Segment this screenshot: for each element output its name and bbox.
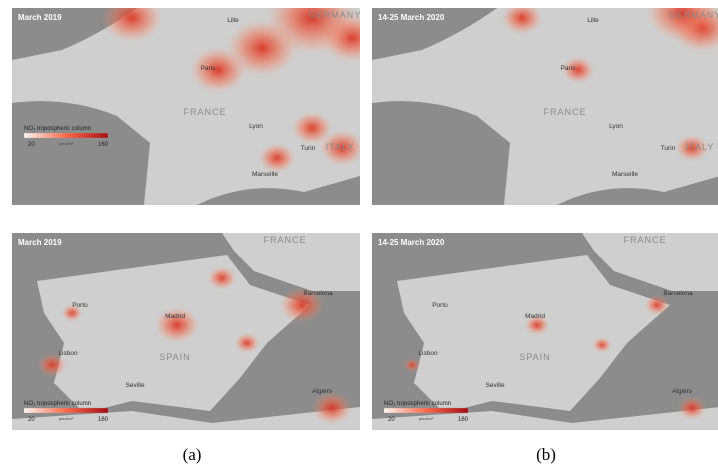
map-content: FRANCE Porto Madrid Barcelona Lisbon SPAIN Sev… xyxy=(372,233,718,430)
city-label: Porto xyxy=(432,302,448,309)
no2-hotspot xyxy=(502,2,542,34)
country-label: ITALY xyxy=(326,142,355,152)
city-label: Barcelona xyxy=(303,290,333,297)
map-panel: FRANCE Porto Madrid Barcelona Lisbon SPAIN Sev… xyxy=(12,233,360,430)
colorbar xyxy=(384,408,468,413)
caption: (a) xyxy=(183,445,202,464)
map-panel: FRANCE Porto Madrid Barcelona Lisbon SPAIN Sev… xyxy=(372,233,718,430)
caption: (b) xyxy=(536,445,556,464)
no2-hotspot xyxy=(227,20,297,76)
city-label: Marseille xyxy=(612,171,638,178)
country-label: FRANCE xyxy=(183,107,226,117)
city-label: Lille xyxy=(587,17,599,24)
city-label: Madrid xyxy=(525,313,545,320)
no2-hotspot xyxy=(593,338,611,352)
colorbar-title: NO₂ tropospheric column xyxy=(384,401,451,407)
city-label: Lisbon xyxy=(58,350,78,357)
city-label: Paris xyxy=(201,65,217,72)
map-content: Lille GERMANY Paris FRANCE Lyon Turin ITALY Mar… xyxy=(372,0,718,205)
country-label: GERMANY xyxy=(669,10,718,20)
no2-hotspot xyxy=(292,112,332,144)
figure: (a) (b) Lille GERMANY Paris FRANCE Lyon Turin… xyxy=(0,0,718,466)
city-label: Turin xyxy=(301,145,316,152)
no2-hotspot xyxy=(404,359,420,372)
colorbar xyxy=(24,133,108,138)
no2-hotspot xyxy=(235,333,259,352)
map-content: Lille GERMANY Paris FRANCE Lyon Turin ITALY Mar… xyxy=(12,0,382,205)
city-label: Lyon xyxy=(609,123,623,130)
colorbar-min: 20 xyxy=(28,417,35,423)
colorbar-min: 20 xyxy=(388,417,395,423)
country-label: FRANCE xyxy=(623,235,666,245)
city-label: Lyon xyxy=(249,123,263,130)
no2-hotspot xyxy=(259,144,295,173)
colorbar-unit: μmol/m² xyxy=(419,416,434,421)
map-panel: Lille GERMANY Paris FRANCE Lyon Turin ITALY Mar… xyxy=(12,0,382,205)
colorbar-max: 160 xyxy=(98,417,109,423)
colorbar-title: NO₂ tropospheric column xyxy=(24,126,91,132)
country-label: SPAIN xyxy=(519,352,550,362)
no2-hotspot xyxy=(645,295,669,314)
colorbar-max: 160 xyxy=(458,417,469,423)
city-label: Porto xyxy=(72,302,88,309)
city-label: Algiers xyxy=(312,388,333,395)
colorbar-min: 20 xyxy=(28,142,35,148)
panel-title: March 2019 xyxy=(18,13,62,22)
city-label: Lisbon xyxy=(418,350,438,357)
colorbar-unit: μmol/m² xyxy=(59,141,74,146)
city-label: Madrid xyxy=(165,313,185,320)
no2-hotspot xyxy=(38,354,66,376)
country-label: FRANCE xyxy=(263,235,306,245)
panel-title: 14-25 March 2020 xyxy=(378,13,445,22)
city-label: Marseille xyxy=(252,171,278,178)
map-panel: Lille GERMANY Paris FRANCE Lyon Turin ITALY Mar… xyxy=(372,0,718,205)
city-label: Lille xyxy=(227,17,239,24)
city-label: Algiers xyxy=(672,388,693,395)
colorbar-unit: μmol/m² xyxy=(59,416,74,421)
city-label: Barcelona xyxy=(663,290,693,297)
country-label: SPAIN xyxy=(159,352,190,362)
map-content: FRANCE Porto Madrid Barcelona Lisbon SPAIN Sev… xyxy=(12,233,360,430)
country-label: FRANCE xyxy=(543,107,586,117)
colorbar xyxy=(24,408,108,413)
city-label: Paris xyxy=(561,65,577,72)
no2-hotspot xyxy=(678,397,706,419)
no2-hotspot xyxy=(312,392,352,424)
panel-title: 14-25 March 2020 xyxy=(378,238,445,247)
city-label: Seville xyxy=(125,382,145,389)
country-label: GERMANY xyxy=(309,10,362,20)
city-label: Seville xyxy=(485,382,505,389)
panel-title: March 2019 xyxy=(18,238,62,247)
colorbar-max: 160 xyxy=(98,142,109,148)
city-label: Turin xyxy=(661,145,676,152)
country-label: ITALY xyxy=(686,142,715,152)
colorbar-title: NO₂ tropospheric column xyxy=(24,401,91,407)
no2-hotspot xyxy=(208,267,236,289)
